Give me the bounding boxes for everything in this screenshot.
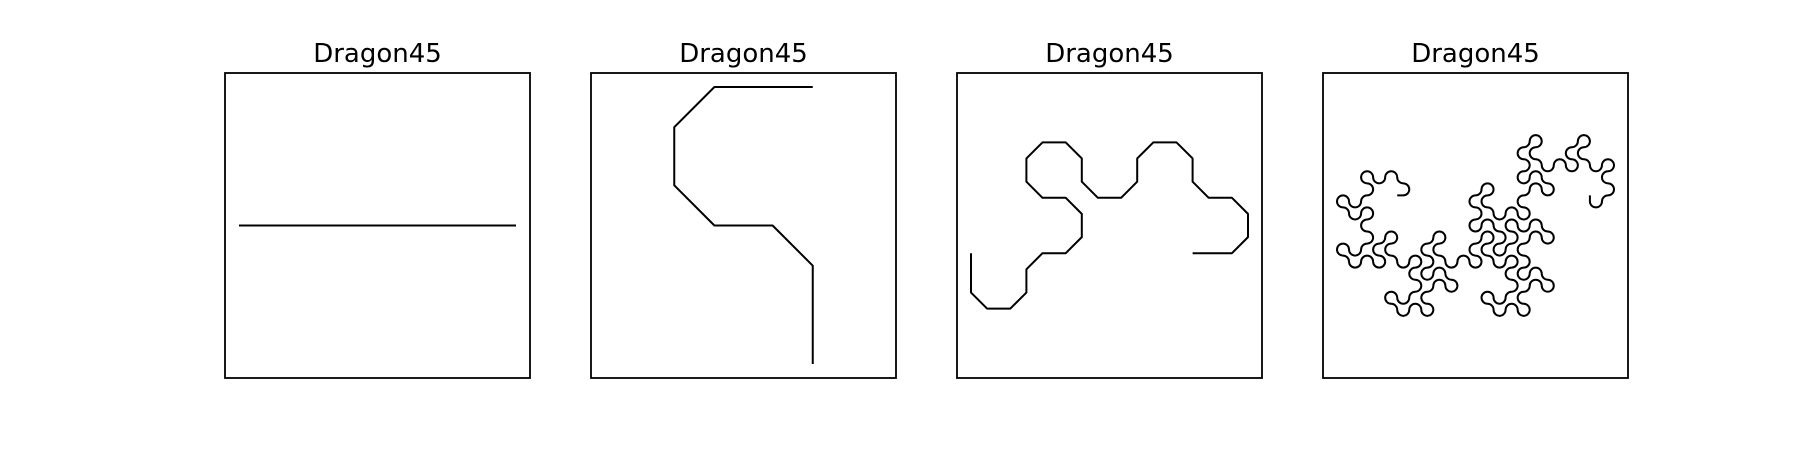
panel-3-dragon-curve	[970, 141, 1249, 310]
panel-1-frame	[224, 72, 531, 379]
panel-2-frame	[590, 72, 897, 379]
panel-4-dragon-curve	[1336, 134, 1615, 317]
panel-2: Dragon45	[590, 39, 897, 379]
panel-3: Dragon45	[956, 39, 1263, 379]
panel-1-title: Dragon45	[313, 39, 442, 69]
panel-4-frame	[1322, 72, 1629, 379]
panel-4-title: Dragon45	[1411, 39, 1540, 69]
panel-3-frame	[956, 72, 1263, 379]
panel-3-title: Dragon45	[1045, 39, 1174, 69]
panel-2-dragon-curve	[673, 86, 814, 364]
panel-1: Dragon45	[224, 39, 531, 379]
panel-4: Dragon45	[1322, 39, 1629, 379]
panel-2-title: Dragon45	[679, 39, 808, 69]
